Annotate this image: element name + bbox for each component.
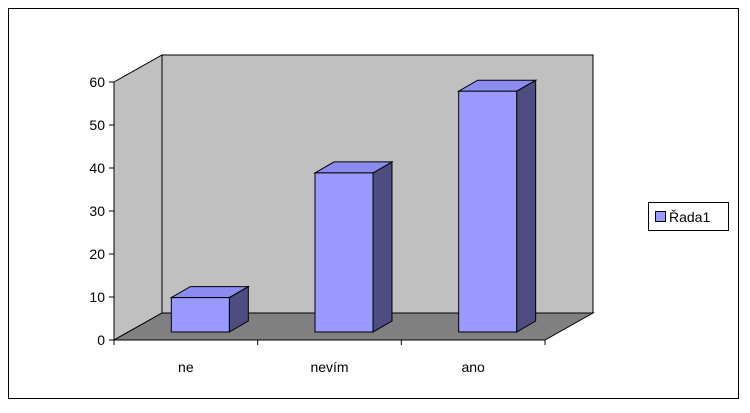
bar-ne	[169, 285, 251, 333]
y-tick-label: 0	[97, 332, 105, 348]
bars	[169, 79, 538, 333]
legend-swatch-rada1	[655, 211, 666, 222]
x-tick-label: ne	[178, 359, 194, 375]
y-tick-label: 50	[89, 117, 105, 133]
x-tick-label: ano	[461, 359, 485, 375]
bar-front	[170, 297, 230, 333]
x-tick-label: nevím	[310, 359, 348, 375]
bar-side	[516, 79, 537, 333]
value-axis: 0 10 20 30 40 50 60	[89, 74, 115, 348]
bar-ano	[456, 79, 538, 333]
bar-side	[372, 161, 393, 333]
legend-label-rada1: Řada1	[669, 209, 710, 225]
bar-front	[458, 90, 518, 333]
y-tick-label: 30	[89, 203, 105, 219]
category-axis: ne nevím ano	[113, 339, 546, 375]
bar-nevim	[313, 161, 394, 333]
side-wall	[113, 54, 163, 341]
y-tick-label: 20	[89, 246, 105, 262]
y-tick-label: 10	[89, 289, 105, 305]
bar-front	[314, 172, 374, 333]
legend: Řada1	[648, 202, 729, 231]
y-tick-label: 40	[89, 160, 105, 176]
y-tick-label: 60	[89, 74, 105, 90]
